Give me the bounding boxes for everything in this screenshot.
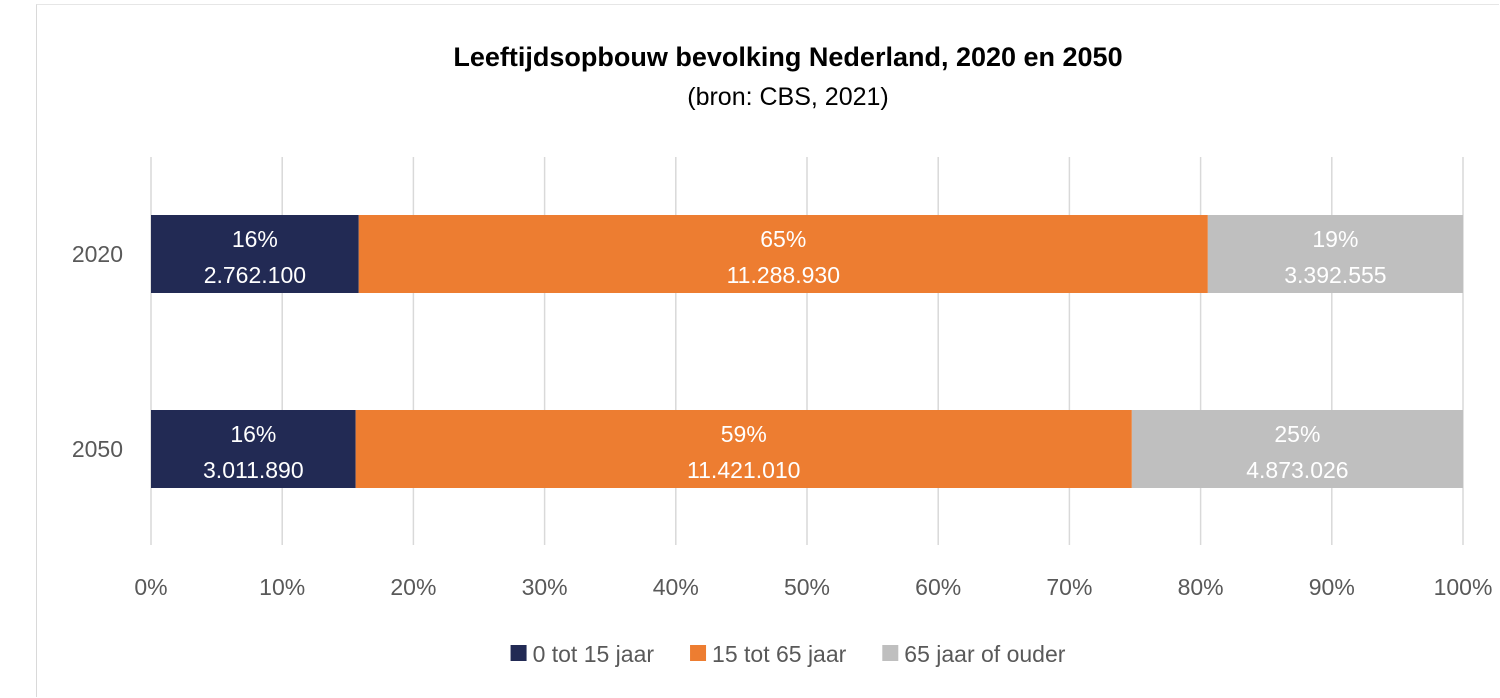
bars (151, 215, 1463, 488)
legend-label: 65 jaar of ouder (904, 641, 1065, 667)
legend-label: 0 tot 15 jaar (533, 641, 655, 667)
bar-segment (355, 410, 1132, 488)
x-tick-label: 80% (1178, 574, 1224, 600)
x-tick-label: 70% (1046, 574, 1092, 600)
axes: 0% 10% 20% 30% 40% 50% 60% 70% 80% 90% 100% 2020 205… (72, 241, 1493, 600)
legend-item: 15 tot 65 jaar (690, 641, 847, 667)
chart-subtitle: (bron: CBS, 2021) (687, 83, 889, 111)
data-label-count: 11.288.930 (727, 262, 840, 288)
data-label-count: 3.392.555 (1284, 262, 1386, 288)
category-label: 2020 (72, 241, 123, 267)
data-label-count: 2.762.100 (204, 262, 306, 288)
x-tick-label: 20% (390, 574, 436, 600)
x-tick-label: 30% (522, 574, 568, 600)
data-labels: 16% 2.762.100 65% 11.288.930 19% 3.392.555 16%… (203, 226, 1387, 483)
bar-segment (151, 410, 356, 488)
chart-svg: Leeftijdsopbouw bevolking Nederland, 202… (72, 42, 1493, 667)
x-tick-label: 90% (1309, 574, 1355, 600)
category-label: 2050 (72, 436, 123, 462)
x-tick-label: 10% (259, 574, 305, 600)
legend-swatch (690, 645, 707, 661)
x-tick-label: 50% (784, 574, 830, 600)
data-label-count: 4.873.026 (1246, 457, 1348, 483)
data-label-count: 11.421.010 (687, 457, 800, 483)
legend-label: 15 tot 65 jaar (712, 641, 847, 667)
bar-segment (358, 215, 1208, 293)
legend-swatch (510, 645, 527, 661)
bar-segment (151, 215, 359, 293)
data-label-percent: 19% (1312, 226, 1358, 252)
x-tick-label: 40% (653, 574, 699, 600)
data-label-percent: 65% (760, 226, 806, 252)
x-tick-label: 100% (1434, 574, 1493, 600)
data-label-percent: 25% (1274, 421, 1320, 447)
x-tick-label: 60% (915, 574, 961, 600)
data-label-count: 3.011.890 (203, 457, 304, 483)
legend: 0 tot 15 jaar 15 tot 65 jaar 65 jaar of ou… (510, 641, 1066, 667)
data-label-percent: 16% (230, 421, 276, 447)
legend-swatch (882, 645, 899, 661)
bar-segment (1131, 410, 1463, 488)
legend-item: 65 jaar of ouder (882, 641, 1066, 667)
chart-area: Leeftijdsopbouw bevolking Nederland, 202… (36, 4, 1499, 697)
legend-item: 0 tot 15 jaar (510, 641, 655, 667)
data-label-percent: 16% (232, 226, 278, 252)
chart-title: Leeftijdsopbouw bevolking Nederland, 202… (453, 42, 1122, 72)
bar-segment (1207, 215, 1463, 293)
x-tick-label: 0% (134, 574, 167, 600)
data-label-percent: 59% (721, 421, 767, 447)
